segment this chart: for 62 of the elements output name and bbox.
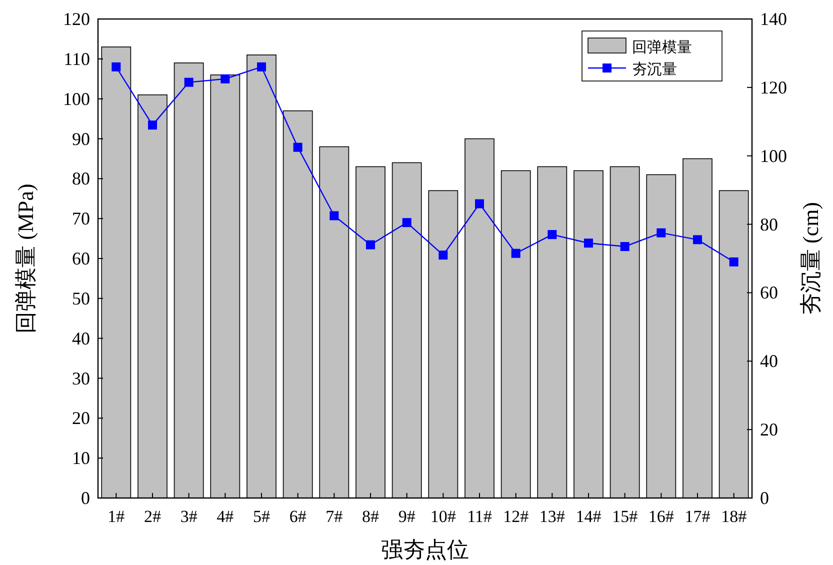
y-tick-label: 30 xyxy=(72,368,90,388)
point xyxy=(548,230,557,240)
x-tick-label: 4# xyxy=(216,507,234,526)
point xyxy=(112,62,121,72)
x-axis-title: 强夯点位 xyxy=(381,537,469,562)
x-tick-label: 16# xyxy=(648,507,674,526)
y2-axis-title: 夯沉量 (cm) xyxy=(798,202,823,316)
x-tick-label: 12# xyxy=(503,507,530,526)
x-tick-label: 10# xyxy=(430,507,456,526)
y-tick-label: 50 xyxy=(72,288,90,308)
x-tick-label: 5# xyxy=(253,507,270,526)
x-tick-label: 14# xyxy=(576,507,602,526)
x-tick-label: 11# xyxy=(467,507,492,526)
y-tick-label: 10 xyxy=(72,448,90,468)
x-tick-label: 18# xyxy=(721,507,748,526)
point xyxy=(438,250,448,260)
y2-tick-label: 140 xyxy=(760,9,787,29)
y-tick-label: 120 xyxy=(63,9,90,29)
y2-tick-label: 80 xyxy=(760,214,778,234)
x-tick-label: 8# xyxy=(362,507,380,526)
point xyxy=(293,142,302,152)
point xyxy=(330,211,339,220)
y2-tick-label: 100 xyxy=(760,146,787,166)
point xyxy=(656,228,666,238)
x-tick-label: 9# xyxy=(398,507,416,526)
point xyxy=(693,235,702,244)
y-tick-label: 100 xyxy=(63,88,90,109)
y-tick-label: 0 xyxy=(81,488,90,508)
point xyxy=(475,199,484,208)
y2-tick-label: 120 xyxy=(760,77,787,98)
y-axis-title: 回弹模量 (MPa) xyxy=(13,184,38,334)
y-tick-label: 70 xyxy=(72,208,90,229)
y-tick-label: 20 xyxy=(72,408,90,428)
x-tick-label: 3# xyxy=(180,507,198,526)
x-tick-label: 7# xyxy=(326,507,344,526)
point xyxy=(220,74,230,84)
x-tick-label: 15# xyxy=(612,507,638,526)
legend-label: 夯沉量 xyxy=(632,61,677,78)
x-tick-label: 2# xyxy=(144,507,162,526)
y-tick-label: 80 xyxy=(72,168,90,189)
y-tick-label: 60 xyxy=(72,248,90,268)
y-tick-label: 110 xyxy=(64,48,90,69)
y-tick-label: 40 xyxy=(72,328,90,348)
point xyxy=(511,248,520,258)
y2-tick-label: 0 xyxy=(760,488,769,508)
y2-tick-label: 40 xyxy=(760,351,778,372)
point xyxy=(729,257,738,266)
point xyxy=(402,218,412,228)
x-tick-label: 17# xyxy=(684,507,711,526)
point xyxy=(148,120,157,130)
point xyxy=(584,238,593,248)
point xyxy=(620,242,630,252)
y2-tick-label: 60 xyxy=(760,282,778,303)
point xyxy=(257,62,266,72)
point xyxy=(184,78,194,87)
x-tick-label: 1# xyxy=(108,507,126,526)
y-tick-label: 90 xyxy=(72,128,90,149)
y2-tick-label: 20 xyxy=(760,420,778,440)
legend-label: 回弹模量 xyxy=(632,39,692,56)
x-tick-label: 13# xyxy=(539,507,566,526)
point xyxy=(366,240,375,250)
x-tick-label: 6# xyxy=(289,507,307,526)
